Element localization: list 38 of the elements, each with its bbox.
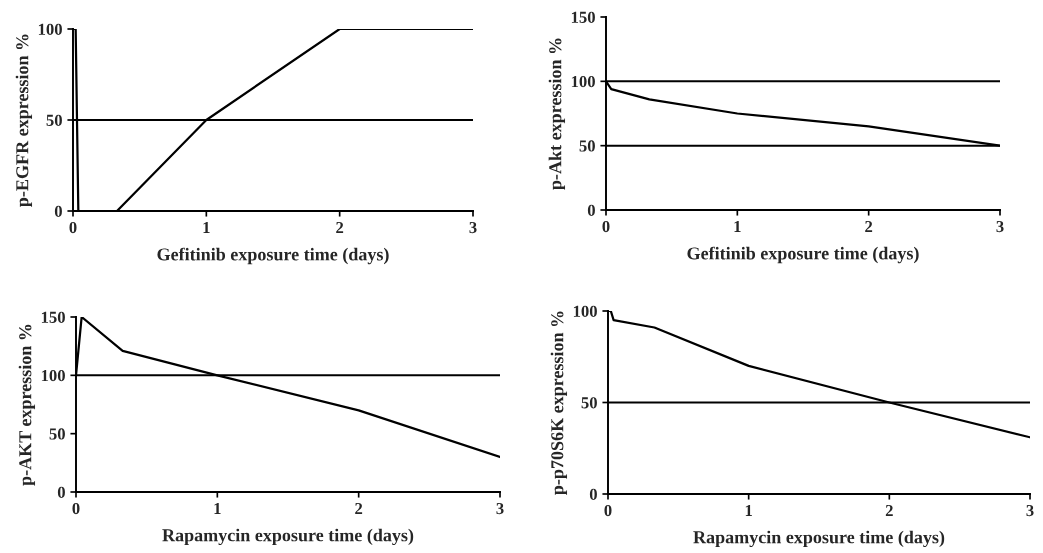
y-tick-label: 150	[41, 311, 65, 323]
y-axis-title: p-p70S6K expression %	[550, 311, 568, 495]
y-axis-title: p-AKT expression %	[18, 324, 36, 486]
x-tick-label: 2	[885, 504, 893, 516]
y-tick-label: 50	[46, 114, 62, 126]
y-tick-label: 100	[38, 23, 62, 35]
y-tick-label: 100	[573, 305, 597, 317]
y-tick-label: 0	[54, 205, 62, 217]
x-axis-title: Gefitinib exposure time (days)	[687, 246, 919, 264]
x-axis-title: Rapamycin exposure time (days)	[693, 530, 945, 548]
x-tick-label: 3	[996, 220, 1004, 233]
y-tick-label: 0	[57, 486, 65, 498]
y-tick-label: 100	[41, 370, 65, 382]
y-axis-title: p-EGFR expression %	[15, 34, 33, 207]
y-tick-label: 50	[49, 428, 65, 440]
x-tick-label: 3	[469, 221, 477, 234]
x-tick-label: 0	[604, 504, 612, 517]
x-tick-label: 2	[865, 220, 873, 232]
x-tick-label: 2	[336, 221, 344, 233]
y-tick-label: 50	[581, 397, 597, 409]
y-tick-label: 100	[571, 76, 595, 88]
x-tick-label: 0	[69, 221, 77, 234]
y-axis-title: p-Akt expression %	[548, 38, 566, 190]
x-tick-label: 0	[72, 502, 80, 515]
x-axis-title: Rapamycin exposure time (days)	[162, 528, 414, 546]
x-tick-label: 1	[203, 221, 210, 233]
y-tick-label: 150	[571, 11, 595, 23]
y-tick-label: 0	[589, 488, 597, 500]
x-tick-label: 3	[1026, 504, 1034, 517]
y-tick-label: 0	[587, 204, 595, 216]
x-tick-label: 3	[496, 502, 504, 515]
x-tick-label: 1	[734, 220, 741, 232]
x-tick-label: 0	[602, 220, 610, 233]
y-tick-label: 50	[579, 140, 595, 152]
x-tick-label: 1	[214, 502, 221, 514]
x-tick-label: 2	[355, 502, 363, 514]
x-tick-label: 1	[745, 504, 752, 516]
x-axis-title: Gefitinib exposure time (days)	[157, 247, 389, 265]
